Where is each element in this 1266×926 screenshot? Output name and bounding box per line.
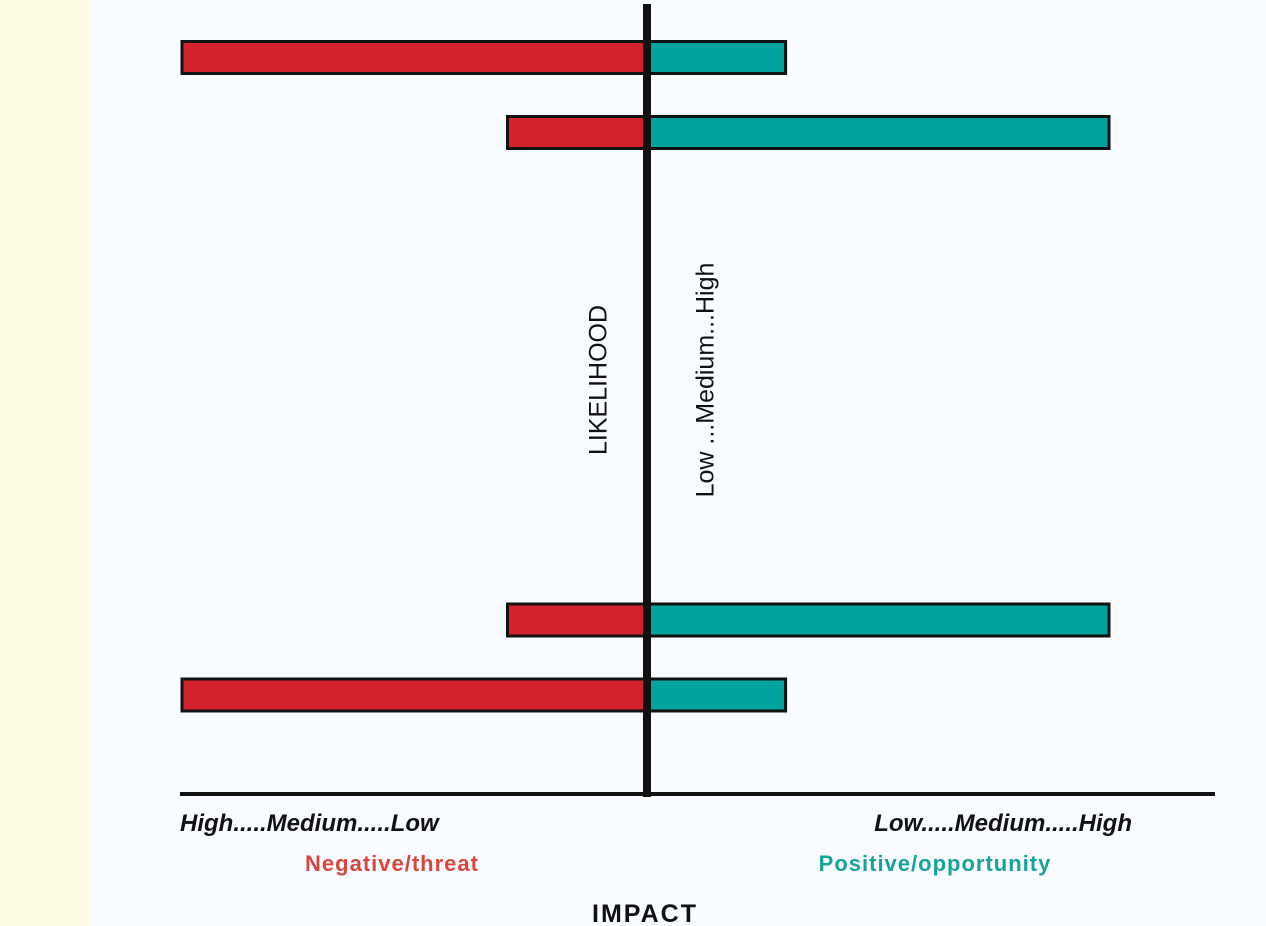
negative-bar-4 [180, 677, 649, 713]
negative-bar-2 [506, 115, 649, 150]
negative-bar-3 [506, 602, 649, 638]
positive-bar-1 [645, 40, 788, 75]
y-axis-scale-label: Low ...Medium...High [692, 263, 720, 498]
chart-panel [90, 0, 1266, 926]
positive-side-label: Positive/opportunity [819, 851, 1052, 876]
positive-bar-4 [645, 677, 788, 713]
negative-side-label: Negative/threat [305, 851, 479, 876]
y-axis-title: LIKELIHOOD [585, 305, 613, 455]
positive-scale-label: Low.....Medium.....High [874, 810, 1132, 837]
positive-bar-2 [645, 115, 1111, 150]
x-axis-title: IMPACT [592, 900, 698, 926]
bars-group [180, 40, 1111, 713]
negative-scale-label: High.....Medium.....Low [180, 810, 440, 837]
positive-bar-3 [645, 602, 1111, 638]
negative-bar-1 [180, 40, 649, 75]
